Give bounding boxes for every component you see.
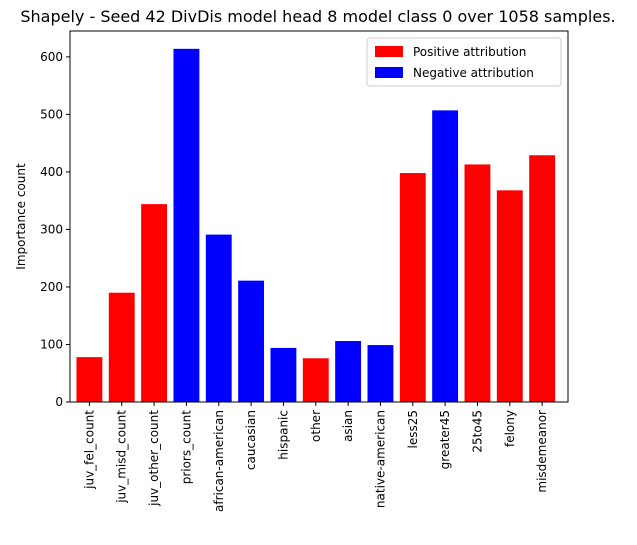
bar-caucasian — [238, 280, 265, 402]
y-tick-label: 0 — [55, 395, 63, 409]
x-tick-label: other — [309, 410, 323, 442]
legend-label-negative: Negative attribution — [413, 66, 534, 80]
bar-less25 — [399, 173, 426, 402]
x-tick-label: hispanic — [276, 410, 290, 460]
bar-asian — [335, 341, 362, 402]
x-tick-label: felony — [503, 410, 517, 447]
y-axis: 0 100 200 300 400 500 600 — [40, 50, 70, 409]
x-tick-label: caucasian — [244, 410, 258, 470]
bar-other — [302, 358, 329, 402]
legend: Positive attribution Negative attributio… — [366, 37, 562, 87]
y-axis-label: Importance count — [14, 163, 28, 270]
bar-greater45 — [432, 110, 459, 403]
x-tick-label: misdemeanor — [535, 410, 549, 493]
y-tick-label: 600 — [40, 50, 63, 64]
y-tick-label: 200 — [40, 280, 63, 294]
legend-label-positive: Positive attribution — [413, 45, 526, 59]
x-tick-label: juv_other_count — [147, 410, 161, 507]
x-tick-label: less25 — [406, 410, 420, 449]
x-tick-label: priors_count — [179, 410, 193, 485]
bar-native-american — [367, 345, 394, 402]
chart-title: Shapely - Seed 42 DivDis model head 8 mo… — [20, 7, 615, 26]
bar-felony — [496, 190, 523, 402]
bar-african-american — [205, 234, 232, 402]
y-tick-label: 100 — [40, 337, 63, 351]
x-axis: juv_fel_count juv_misd_count juv_other_cou… — [82, 402, 549, 512]
y-tick-label: 400 — [40, 165, 63, 179]
x-tick-label: greater45 — [438, 410, 452, 469]
x-tick-label: asian — [341, 410, 355, 442]
y-tick-label: 300 — [40, 222, 63, 236]
bar-juv-other-count — [141, 204, 168, 402]
legend-box — [366, 37, 562, 87]
x-tick-label: juv_misd_count — [115, 410, 129, 504]
bar-juv-fel-count — [76, 357, 103, 402]
bar-juv-misd-count — [108, 292, 135, 402]
legend-swatch-negative — [375, 67, 403, 78]
plot-frame — [69, 30, 569, 403]
x-tick-label: native-american — [373, 410, 387, 508]
bar-hispanic — [270, 347, 297, 402]
x-tick-label: juv_fel_count — [82, 410, 96, 490]
x-tick-label: african-american — [212, 410, 226, 512]
bar-misdemeanor — [529, 155, 556, 402]
bar-priors-count — [173, 48, 200, 403]
bars — [76, 48, 556, 403]
y-tick-label: 500 — [40, 107, 63, 121]
bar-25to45 — [464, 164, 491, 402]
x-tick-label: 25to45 — [470, 410, 484, 453]
legend-swatch-positive — [375, 46, 403, 57]
